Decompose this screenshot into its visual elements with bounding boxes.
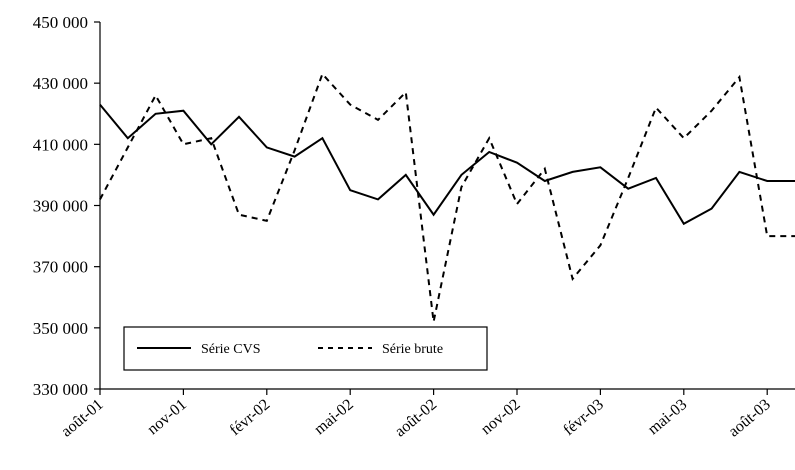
x-tick-group: août-01 nov-01 févr-02 mai-02 août-02 nov-02 f… xyxy=(58,389,774,440)
y-tick-label: 430 000 xyxy=(33,74,88,93)
y-tick-label: 370 000 xyxy=(33,258,88,277)
x-tick-label: nov-01 xyxy=(144,396,190,438)
x-tick-label: févr-03 xyxy=(560,396,607,439)
series-line-brute xyxy=(99,72,795,322)
x-tick-label: août-03 xyxy=(725,396,773,440)
x-tick-label: août-02 xyxy=(392,396,440,440)
y-tick-label: 330 000 xyxy=(33,380,88,399)
y-tick-label: 410 000 xyxy=(33,135,88,154)
series-group xyxy=(99,72,795,322)
x-tick-label: nov-02 xyxy=(478,396,524,438)
x-tick-label: août-01 xyxy=(58,396,106,440)
x-tick-label: mai-02 xyxy=(311,396,357,438)
y-tick-label: 450 000 xyxy=(33,13,88,32)
legend-label-series-brute: Série brute xyxy=(382,342,443,357)
legend-box xyxy=(123,326,488,371)
y-tick-group: 450 000 430 000 410 000 390 000 370 000 350 0… xyxy=(33,13,100,399)
x-tick-label: mai-03 xyxy=(645,396,691,438)
x-tick-label: févr-02 xyxy=(227,396,274,439)
y-tick-label: 350 000 xyxy=(33,319,88,338)
y-tick-label: 390 000 xyxy=(33,197,88,216)
series-line-cvs xyxy=(99,103,795,226)
legend-label-series-cvs: Série CVS xyxy=(201,342,261,357)
legend: Série CVS Série brute xyxy=(123,326,488,371)
